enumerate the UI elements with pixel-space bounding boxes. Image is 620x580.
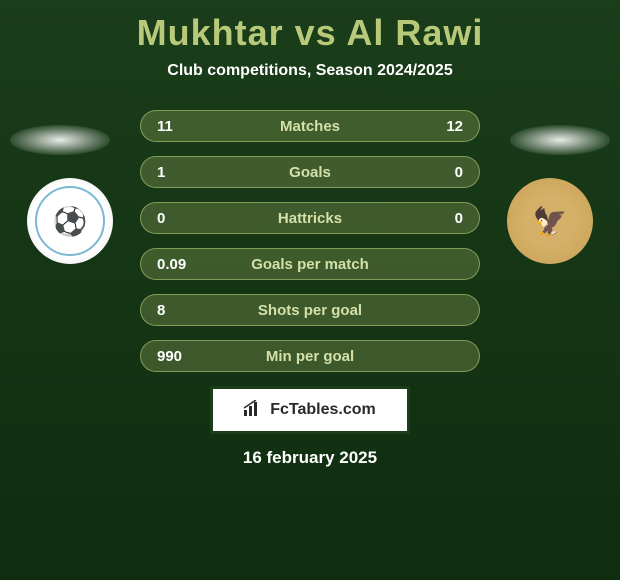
stats-container: 11 Matches 12 1 Goals 0 0 Hattricks 0 0.… (140, 110, 480, 372)
comparison-date: 16 february 2025 (0, 448, 620, 468)
club-badge-right: 🦅 (507, 178, 593, 264)
vs-separator: vs (295, 12, 337, 53)
stat-left-value: 0 (157, 210, 207, 227)
stat-left-value: 0.09 (157, 256, 207, 273)
stat-label: Hattricks (207, 210, 413, 227)
stat-label: Min per goal (207, 348, 413, 365)
stat-row: 0 Hattricks 0 (140, 202, 480, 234)
player-left-name: Mukhtar (137, 12, 284, 53)
stat-left-value: 11 (157, 118, 207, 135)
fctables-logo: FcTables.com (210, 386, 410, 434)
stat-label: Goals per match (207, 256, 413, 273)
stat-label: Shots per goal (207, 302, 413, 319)
club-badge-left: ⚽ (27, 178, 113, 264)
shadow-right (510, 125, 610, 155)
chart-icon (244, 400, 264, 421)
stat-row: 11 Matches 12 (140, 110, 480, 142)
club-badge-left-inner: ⚽ (35, 186, 105, 256)
stat-right-value: 0 (413, 210, 463, 227)
stat-row: 0.09 Goals per match (140, 248, 480, 280)
comparison-title: Mukhtar vs Al Rawi (0, 0, 620, 54)
stat-label: Matches (207, 118, 413, 135)
player-right-name: Al Rawi (346, 12, 483, 53)
season-subtitle: Club competitions, Season 2024/2025 (0, 62, 620, 80)
stat-row: 8 Shots per goal (140, 294, 480, 326)
stat-left-value: 990 (157, 348, 207, 365)
stat-left-value: 1 (157, 164, 207, 181)
stat-right-value: 12 (413, 118, 463, 135)
logo-text: FcTables.com (270, 401, 376, 419)
stat-label: Goals (207, 164, 413, 181)
stat-right-value: 0 (413, 164, 463, 181)
club-badge-right-inner: 🦅 (515, 186, 585, 256)
stat-row: 1 Goals 0 (140, 156, 480, 188)
shadow-left (10, 125, 110, 155)
stat-left-value: 8 (157, 302, 207, 319)
stat-row: 990 Min per goal (140, 340, 480, 372)
